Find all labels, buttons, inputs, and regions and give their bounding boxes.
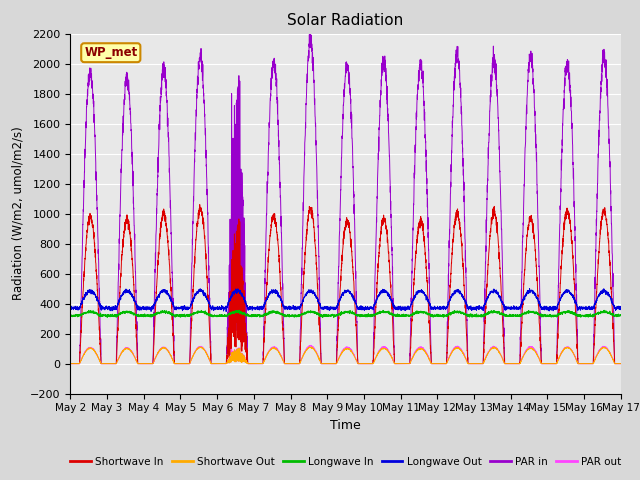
Y-axis label: Radiation (W/m2, umol/m2/s): Radiation (W/m2, umol/m2/s) (12, 127, 24, 300)
X-axis label: Time: Time (330, 419, 361, 432)
Legend: Shortwave In, Shortwave Out, Longwave In, Longwave Out, PAR in, PAR out: Shortwave In, Shortwave Out, Longwave In… (66, 453, 625, 471)
Title: Solar Radiation: Solar Radiation (287, 13, 404, 28)
Text: WP_met: WP_met (84, 46, 138, 59)
